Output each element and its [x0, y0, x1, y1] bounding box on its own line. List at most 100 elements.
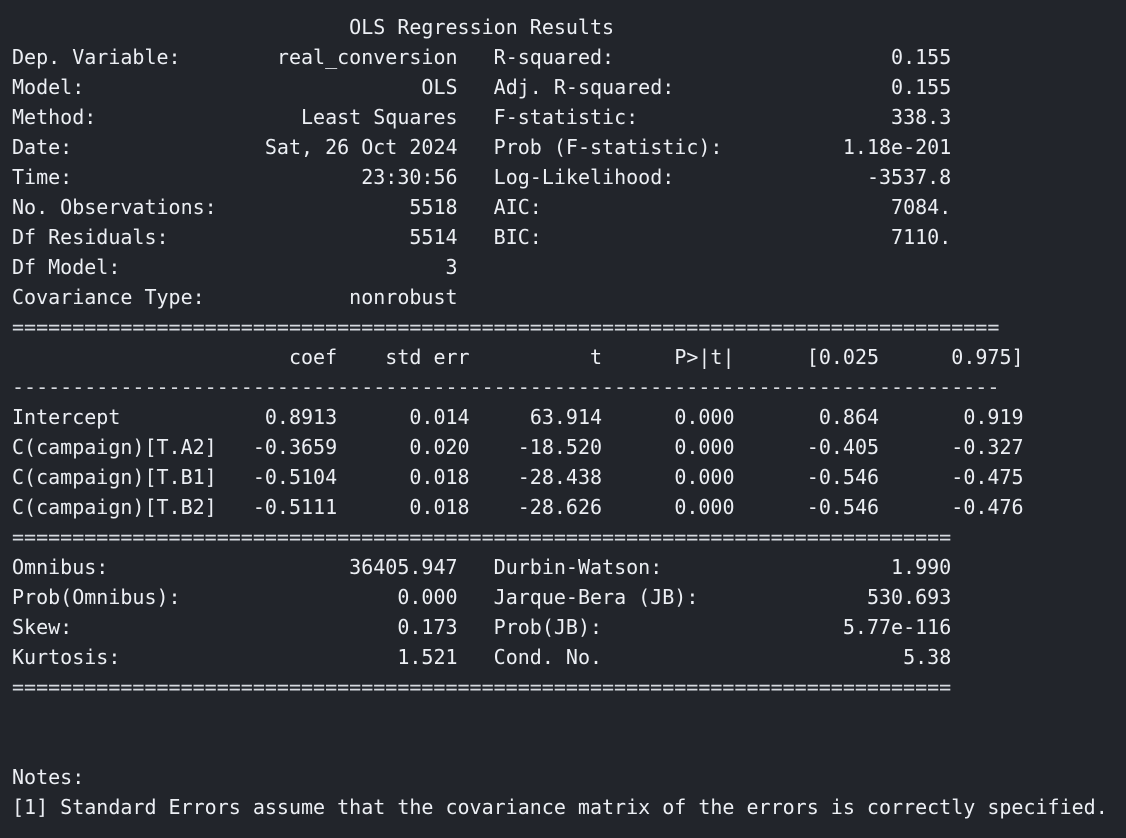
stat-label: R-squared:	[493, 45, 615, 69]
coef-cell: 0.000	[674, 435, 735, 459]
stat-value: nonrobust	[349, 285, 458, 309]
stat-label: Adj. R-squared:	[493, 75, 675, 99]
coef-cell: -0.5111	[252, 495, 338, 519]
coef-cell: -0.546	[806, 465, 880, 489]
rule-text: ----------------------------------------…	[12, 375, 1000, 399]
title-line: OLS Regression Results	[12, 12, 1108, 42]
summary-row: No. Observations: 5518 AIC: 7084.	[12, 192, 1108, 222]
coef-name: C(campaign)[T.A2]	[12, 435, 217, 459]
coef-row: C(campaign)[T.B1] -0.5104 0.018 -28.438 …	[12, 462, 1108, 492]
stat-value: 5.38	[903, 645, 952, 669]
stat-label: Cond. No.	[493, 645, 603, 669]
stat-value: 0.155	[891, 75, 952, 99]
column-header: 0.975]	[951, 345, 1024, 369]
stat-value: 1.521	[397, 645, 458, 669]
stat-label: BIC:	[493, 225, 542, 249]
coef-cell: -0.3659	[252, 435, 338, 459]
summary-row: Covariance Type: nonrobust	[12, 282, 1108, 312]
coef-row: C(campaign)[T.A2] -0.3659 0.020 -18.520 …	[12, 432, 1108, 462]
coef-cell: 0.000	[674, 405, 735, 429]
stat-label: F-statistic:	[493, 105, 639, 129]
coef-cell: 0.919	[963, 405, 1024, 429]
stat-label: Omnibus:	[12, 555, 109, 579]
page-title: OLS Regression Results	[349, 15, 615, 39]
stat-value: OLS	[421, 75, 458, 99]
stat-label: Model:	[12, 75, 85, 99]
coef-cell: -28.626	[517, 495, 603, 519]
summary-row: Df Residuals: 5514 BIC: 7110.	[12, 222, 1108, 252]
stat-label: Kurtosis:	[12, 645, 121, 669]
coef-header-row: coef std err t P>|t| [0.025 0.975]	[12, 342, 1108, 372]
summary-row: Method: Least Squares F-statistic: 338.3	[12, 102, 1108, 132]
stat-label: Df Residuals:	[12, 225, 169, 249]
column-header: P>|t|	[674, 345, 735, 369]
coef-cell: 0.864	[818, 405, 880, 429]
coef-cell: -0.475	[951, 465, 1024, 489]
separator-double: ========================================…	[12, 522, 1108, 552]
diagnostic-row: Kurtosis: 1.521 Cond. No. 5.38	[12, 642, 1108, 672]
notes-heading-line: Notes:	[12, 762, 1108, 792]
stat-label: Time:	[12, 165, 73, 189]
stat-value: -3537.8	[866, 165, 952, 189]
stat-label: Skew:	[12, 615, 73, 639]
stat-label: Date:	[12, 135, 73, 159]
stat-value: 338.3	[891, 105, 952, 129]
stat-label: No. Observations:	[12, 195, 217, 219]
separator-dashed: ----------------------------------------…	[12, 372, 1108, 402]
stat-label: Df Model:	[12, 255, 121, 279]
summary-row: Df Model: 3	[12, 252, 1108, 282]
coef-cell: -18.520	[517, 435, 603, 459]
coef-row: Intercept 0.8913 0.014 63.914 0.000 0.86…	[12, 402, 1108, 432]
coef-cell: -0.5104	[252, 465, 338, 489]
stat-label: Prob(JB):	[493, 615, 603, 639]
diagnostic-row: Prob(Omnibus): 0.000 Jarque-Bera (JB): 5…	[12, 582, 1108, 612]
stat-value: 23:30:56	[361, 165, 458, 189]
coef-name: C(campaign)[T.B1]	[12, 465, 217, 489]
stat-label: Durbin-Watson:	[493, 555, 663, 579]
summary-row: Date: Sat, 26 Oct 2024 Prob (F-statistic…	[12, 132, 1108, 162]
stat-label: Dep. Variable:	[12, 45, 181, 69]
coef-cell: -0.327	[951, 435, 1024, 459]
stat-label: AIC:	[493, 195, 542, 219]
blank-line	[12, 732, 1108, 762]
coef-name: Intercept	[12, 405, 121, 429]
column-header: [0.025	[806, 345, 880, 369]
coef-cell: -0.546	[806, 495, 880, 519]
coef-cell: 0.018	[409, 495, 470, 519]
separator-double: ========================================…	[12, 312, 1108, 342]
stat-value: 0.173	[397, 615, 458, 639]
blank-line	[12, 702, 1108, 732]
summary-row: Dep. Variable: real_conversion R-squared…	[12, 42, 1108, 72]
column-header: std err	[385, 345, 470, 369]
stat-value: 36405.947	[349, 555, 458, 579]
stat-label: Prob(Omnibus):	[12, 585, 181, 609]
coef-cell: 0.000	[674, 465, 735, 489]
coef-row: C(campaign)[T.B2] -0.5111 0.018 -28.626 …	[12, 492, 1108, 522]
stat-value: 530.693	[866, 585, 952, 609]
stat-value: 7084.	[891, 195, 952, 219]
stat-value: 7110.	[891, 225, 952, 249]
summary-row: Model: OLS Adj. R-squared: 0.155	[12, 72, 1108, 102]
diagnostic-row: Omnibus: 36405.947 Durbin-Watson: 1.990	[12, 552, 1108, 582]
stat-value: real_conversion	[276, 45, 458, 69]
note-text: [1] Standard Errors assume that the cova…	[12, 795, 1108, 819]
summary-row: Time: 23:30:56 Log-Likelihood: -3537.8	[12, 162, 1108, 192]
regression-output: OLS Regression Results Dep. Variable: rea…	[12, 12, 1108, 822]
note-line: [1] Standard Errors assume that the cova…	[12, 792, 1108, 822]
coef-cell: 0.014	[409, 405, 470, 429]
rule-text: ========================================…	[12, 315, 1000, 339]
coef-cell: -0.405	[806, 435, 880, 459]
stat-label: Prob (F-statistic):	[493, 135, 723, 159]
column-header: coef	[288, 345, 338, 369]
separator-double: ========================================…	[12, 672, 1108, 702]
coef-cell: 0.000	[674, 495, 735, 519]
coef-cell: 0.8913	[264, 405, 338, 429]
stat-value: 1.990	[891, 555, 952, 579]
stat-value: 3	[445, 255, 458, 279]
stat-value: 1.18e-201	[842, 135, 952, 159]
stat-label: Method:	[12, 105, 97, 129]
stat-value: Least Squares	[301, 105, 458, 129]
coef-cell: 63.914	[529, 405, 603, 429]
stat-value: 5.77e-116	[842, 615, 952, 639]
coef-cell: -28.438	[517, 465, 603, 489]
